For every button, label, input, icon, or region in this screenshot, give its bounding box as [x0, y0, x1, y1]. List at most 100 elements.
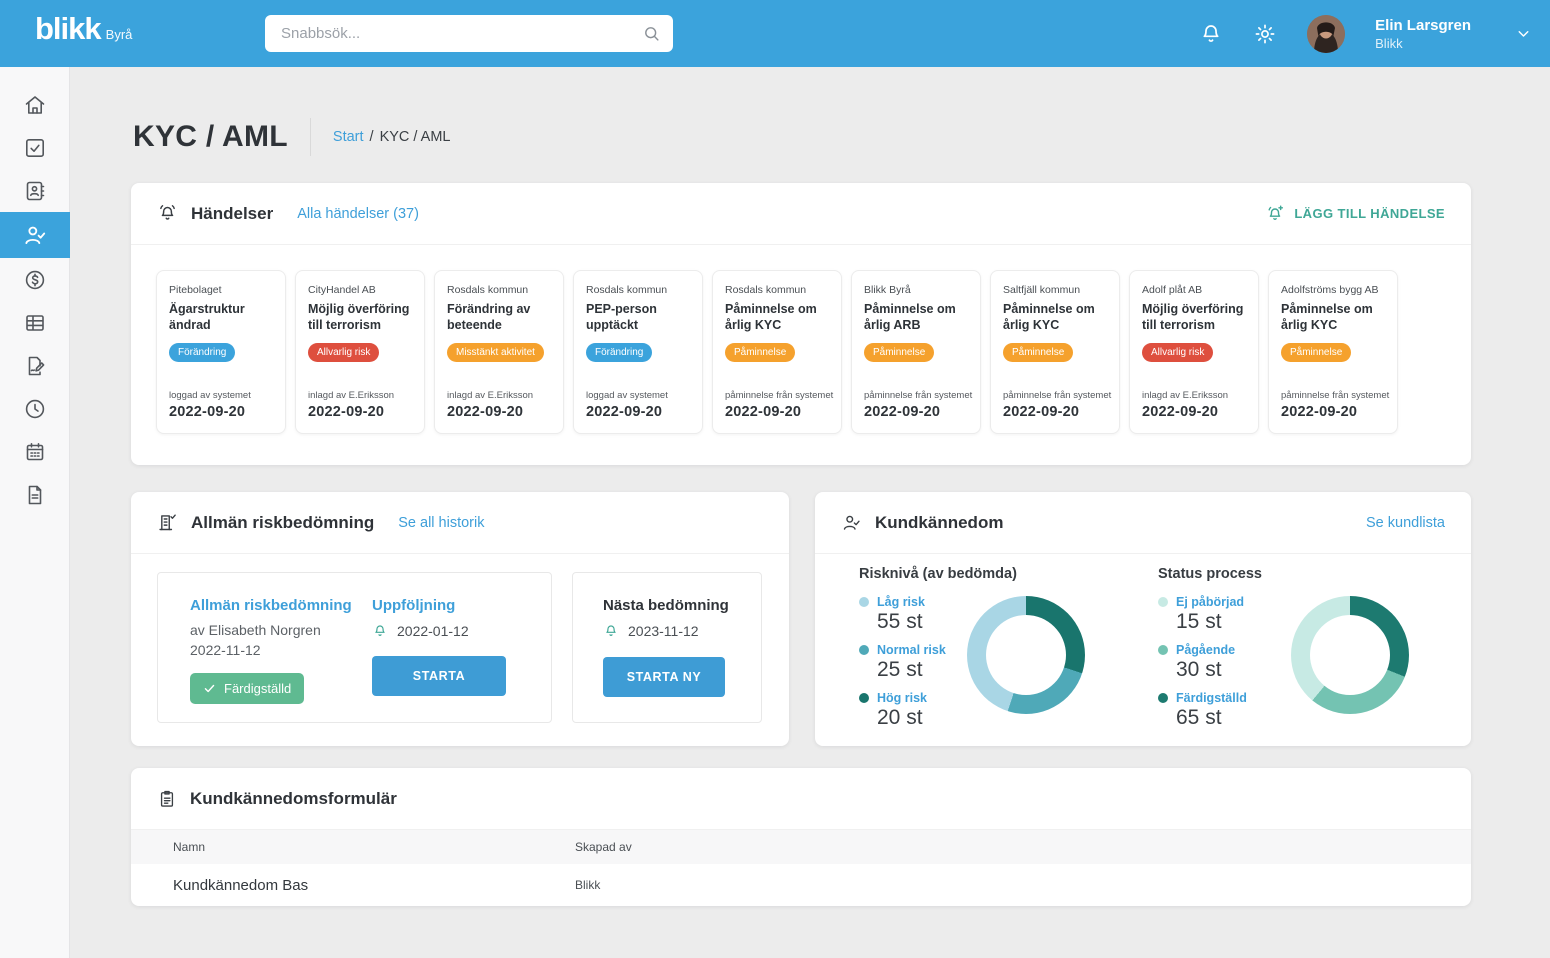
event-date: 2022-09-20 [169, 404, 246, 420]
calendar-icon [23, 440, 47, 464]
chevron-down-icon[interactable] [1515, 25, 1532, 42]
logo-text: blikk [35, 11, 102, 46]
risk-current-link[interactable]: Allmän riskbedömning [190, 597, 352, 614]
search-input[interactable] [281, 25, 642, 42]
legend-count: 65 st [1176, 706, 1222, 729]
event-badge: Förändring [586, 342, 653, 362]
start-followup-button[interactable]: STARTA [372, 656, 506, 696]
add-event-button[interactable]: LÄGG TILL HÄNDELSE [1265, 204, 1445, 224]
event-card[interactable]: Adolf plåt AB Möjlig överföring till ter… [1129, 270, 1259, 434]
start-new-button[interactable]: STARTA NY [603, 657, 725, 697]
event-company: Adolfströms bygg AB [1281, 284, 1379, 296]
kyc-card-header: Kundkännedom Se kundlista [815, 492, 1471, 554]
event-date: 2022-09-20 [447, 404, 524, 420]
check-icon [204, 685, 215, 693]
kyc-title: Kundkännedom [875, 512, 1004, 532]
legend-label: Färdigställd [1176, 691, 1247, 705]
event-card[interactable]: Adolfströms bygg AB Påminnelse om årlig … [1268, 270, 1398, 434]
event-company: Rosdals kommun [725, 284, 807, 296]
event-title: Förändring av beteende [447, 302, 531, 333]
event-card[interactable]: Rosdals kommun Påminnelse om årlig KYC P… [712, 270, 842, 434]
risk-history-link[interactable]: Se all historik [398, 514, 485, 531]
avatar[interactable] [1307, 14, 1346, 53]
legend-count: 55 st [877, 610, 923, 633]
sidebar-item-tasks[interactable] [0, 126, 70, 169]
kyc-forms-card: Kundkännedomsformulär Namn Skapad av Kun… [131, 768, 1471, 906]
settings-gear-icon[interactable] [1253, 22, 1277, 46]
event-source: loggad av systemet [586, 390, 668, 401]
customer-list-link[interactable]: Se kundlista [1366, 514, 1445, 531]
legend-label: Ej påbörjad [1176, 595, 1245, 609]
event-date: 2022-09-20 [586, 404, 663, 420]
sidebar-item-finance[interactable] [0, 258, 70, 301]
event-source: påminnelse från systemet [1003, 390, 1112, 401]
breadcrumb-separator: / [369, 129, 374, 145]
user-org: Blikk [1375, 35, 1403, 51]
event-card[interactable]: Blikk Byrå Påminnelse om årlig ARB Påmin… [851, 270, 981, 434]
risk-current-date: 2022-11-12 [190, 641, 261, 658]
app-logo[interactable]: blikk Byrå [35, 13, 132, 44]
event-title: Möjlig överföring till terrorism [308, 302, 410, 333]
sidebar-item-kyc[interactable] [0, 212, 70, 258]
risk-level-donut-chart [967, 596, 1085, 714]
page-title: KYC / AML [133, 120, 288, 153]
search-icon[interactable] [642, 24, 661, 43]
sidebar-item-calendar[interactable] [0, 430, 70, 473]
event-badge: Påminnelse [1003, 342, 1074, 362]
global-search[interactable] [265, 15, 673, 52]
notifications-bell-icon[interactable] [1199, 22, 1223, 46]
event-company: CityHandel AB [308, 284, 376, 296]
status-chart-group: Status process Ej påbörjad 15 st Pågåend… [1158, 566, 1262, 730]
event-title: Ägarstruktur ändrad [169, 302, 245, 333]
all-events-link[interactable]: Alla händelser (37) [297, 205, 419, 222]
risk-assessment-card: Allmän riskbedömning Se all historik All… [131, 492, 789, 746]
events-card: Händelser Alla händelser (37) LÄGG TILL … [131, 183, 1471, 465]
bell-alert-icon [157, 203, 178, 224]
building-check-icon [157, 512, 178, 533]
breadcrumb-home[interactable]: Start [332, 129, 364, 145]
status-badge: Färdigställd [190, 673, 305, 705]
table-row[interactable]: Kundkännedom Bas Blikk [131, 864, 1471, 906]
event-card[interactable]: Rosdals kommun Förändring av beteende Mi… [434, 270, 564, 434]
legend-item: Färdigställd 65 st [1158, 691, 1262, 730]
forms-title: Kundkännedomsformulär [190, 788, 397, 808]
risk-level-chart-title: Risknivå (av bedömda) [859, 566, 1017, 582]
topbar-right: Elin Larsgren Blikk [1199, 0, 1532, 67]
risk-title: Allmän riskbedömning [191, 512, 375, 532]
bell-plus-icon [1265, 204, 1285, 224]
user-menu[interactable]: Elin Larsgren Blikk [1375, 17, 1471, 51]
event-card[interactable]: Saltfjäll kommun Påminnelse om årlig KYC… [990, 270, 1120, 434]
column-header-name: Namn [173, 840, 206, 854]
event-card[interactable]: Pitebolaget Ägarstruktur ändrad Förändri… [156, 270, 286, 434]
person-check-icon [841, 512, 862, 533]
event-source: inlagd av E.Eriksson [447, 390, 534, 401]
status-legend: Ej påbörjad 15 st Pågående 30 st Färdigs… [1158, 595, 1262, 730]
sidebar-item-time[interactable] [0, 387, 70, 430]
logo-suffix: Byrå [105, 27, 133, 42]
legend-count: 30 st [1176, 658, 1222, 681]
events-title: Händelser [191, 203, 274, 223]
legend-item: Normal risk 25 st [859, 643, 1017, 682]
legend-bullet [859, 645, 869, 655]
legend-bullet [1158, 597, 1168, 607]
risk-level-chart-group: Risknivå (av bedömda) Låg risk 55 st Nor… [859, 566, 1017, 730]
breadcrumb: Start / KYC / AML [333, 129, 451, 145]
risk-followup: Uppföljning 2022-01-12 STARTA [372, 597, 506, 696]
event-source: påminnelse från systemet [864, 390, 973, 401]
status-donut-chart [1291, 596, 1409, 714]
event-card-list: Pitebolaget Ägarstruktur ändrad Förändri… [131, 245, 1471, 434]
sidebar-item-tables[interactable] [0, 301, 70, 344]
legend-item: Hög risk 20 st [859, 691, 1017, 730]
status-badge-label: Färdigställd [224, 681, 292, 697]
sidebar-item-documents[interactable] [0, 473, 70, 516]
sidebar-item-contacts[interactable] [0, 169, 70, 212]
followup-link[interactable]: Uppföljning [372, 597, 456, 614]
event-source: påminnelse från systemet [725, 390, 834, 401]
event-title: PEP-person upptäckt [586, 302, 657, 333]
event-card[interactable]: Rosdals kommun PEP-person upptäckt Förän… [573, 270, 703, 434]
sidebar-item-sign[interactable] [0, 344, 70, 387]
event-badge: Misstänkt aktivitet [447, 342, 544, 362]
sidebar-item-home[interactable] [0, 83, 70, 126]
risk-next-box: Nästa bedömning 2023-11-12 STARTA NY [572, 572, 762, 723]
event-card[interactable]: CityHandel AB Möjlig överföring till ter… [295, 270, 425, 434]
